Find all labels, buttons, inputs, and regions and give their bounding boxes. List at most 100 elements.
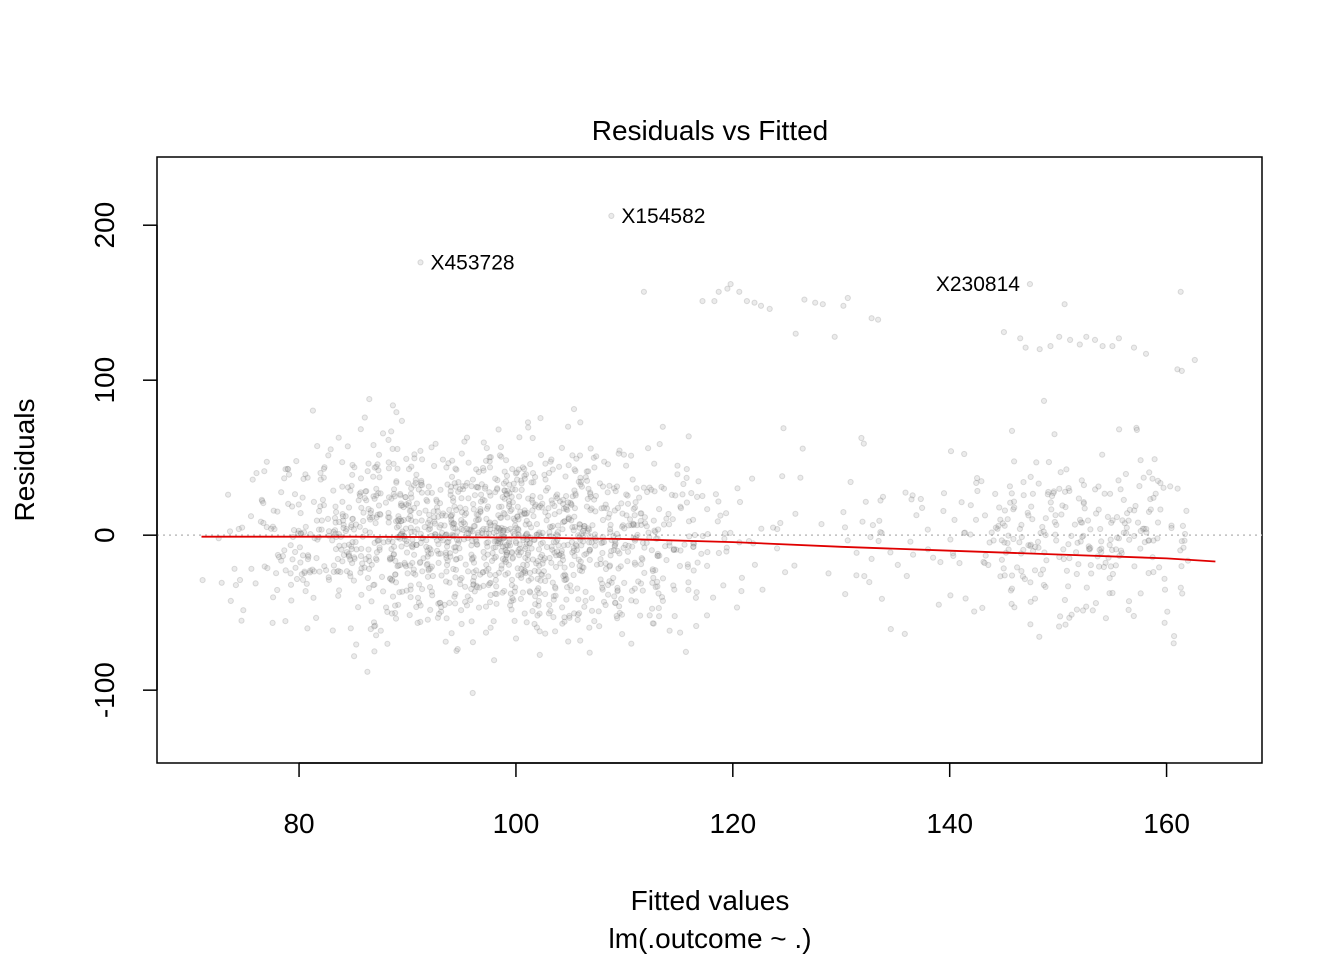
- residual-point: [342, 528, 349, 535]
- residual-point: [416, 581, 423, 588]
- residual-point: [408, 528, 415, 536]
- residual-point: [1042, 515, 1049, 522]
- residual-point: [471, 492, 478, 499]
- residual-point: [505, 561, 512, 568]
- residual-point: [438, 529, 446, 537]
- residual-point: [1115, 535, 1123, 542]
- residual-point: [1039, 523, 1046, 531]
- residual-point: [518, 511, 525, 518]
- residual-point: [426, 525, 434, 532]
- residual-point: [585, 485, 592, 492]
- residual-point: [391, 543, 398, 550]
- residual-point: [561, 518, 568, 525]
- residual-point: [491, 522, 498, 529]
- residual-point: [389, 538, 396, 545]
- residual-point: [357, 553, 365, 560]
- residual-point: [1100, 563, 1108, 571]
- residual-point: [592, 508, 599, 515]
- residual-point: [451, 480, 458, 487]
- residual-point: [1018, 534, 1025, 541]
- residual-point: [565, 462, 572, 469]
- residual-point: [409, 544, 416, 551]
- residual-point: [371, 539, 378, 547]
- residual-point: [570, 547, 578, 554]
- residual-point: [225, 491, 232, 498]
- residual-point: [409, 536, 416, 543]
- residual-point: [529, 434, 536, 442]
- residual-point: [480, 569, 487, 576]
- residual-point: [325, 452, 332, 459]
- residual-point: [352, 521, 360, 528]
- residual-point: [546, 601, 553, 608]
- residual-point: [585, 468, 592, 475]
- residual-point: [450, 565, 457, 573]
- residual-point: [645, 529, 652, 536]
- residual-point: [418, 517, 425, 524]
- residual-point: [723, 548, 730, 555]
- residual-point: [858, 434, 865, 442]
- residual-point: [903, 572, 910, 580]
- residual-point: [616, 609, 623, 617]
- residual-point: [547, 458, 554, 465]
- residual-point: [475, 529, 482, 536]
- residual-point: [670, 546, 678, 554]
- residual-point: [842, 591, 849, 598]
- residual-point: [282, 618, 289, 625]
- residual-point: [579, 564, 586, 571]
- residual-point: [443, 464, 450, 471]
- residual-point: [782, 569, 789, 576]
- residual-point: [651, 488, 658, 495]
- residual-point: [431, 520, 439, 527]
- residual-point: [431, 514, 438, 521]
- residual-point: [614, 504, 622, 512]
- residual-point: [503, 472, 511, 479]
- residual-point: [704, 506, 711, 513]
- residual-point: [377, 511, 384, 518]
- residual-point: [393, 478, 400, 485]
- residual-point: [539, 571, 546, 579]
- residual-point: [364, 468, 371, 475]
- residual-point: [1063, 466, 1070, 473]
- residual-point: [1123, 530, 1130, 537]
- residual-point: [751, 561, 759, 568]
- residual-point: [1152, 490, 1159, 497]
- residual-point: [683, 499, 691, 506]
- residual-point: [561, 614, 568, 621]
- residual-point: [602, 601, 609, 609]
- residual-point: [398, 517, 405, 525]
- residual-point: [1027, 579, 1034, 586]
- residual-point: [199, 577, 206, 584]
- residual-point: [362, 488, 369, 495]
- residual-point: [475, 511, 482, 518]
- residual-point: [424, 498, 431, 505]
- residual-point: [343, 568, 350, 575]
- residual-point: [586, 546, 594, 553]
- residual-point: [1080, 500, 1087, 507]
- residual-point: [487, 624, 494, 631]
- residual-point: [686, 533, 693, 540]
- residual-point: [548, 497, 555, 504]
- residual-point: [521, 507, 528, 514]
- residual-point: [677, 629, 684, 636]
- residual-point: [311, 568, 318, 575]
- residual-point: [541, 555, 548, 562]
- residual-point: [568, 501, 575, 508]
- residual-point: [443, 578, 450, 585]
- residual-point: [554, 522, 562, 529]
- residual-point: [531, 503, 539, 510]
- residual-point: [611, 593, 618, 600]
- residual-point: [723, 510, 730, 517]
- residual-point: [525, 495, 532, 502]
- residual-point: [376, 544, 383, 551]
- x-axis: 80 100 120 140 160: [283, 762, 1190, 839]
- residual-point: [260, 500, 267, 507]
- residual-point: [469, 689, 476, 697]
- residual-point: [1042, 532, 1049, 539]
- residual-point: [1000, 565, 1007, 572]
- residual-point: [1014, 564, 1021, 571]
- residual-point: [656, 613, 663, 620]
- residual-point: [499, 529, 507, 536]
- residual-point: [338, 546, 345, 553]
- residual-point: [444, 539, 451, 546]
- residual-point: [454, 528, 461, 535]
